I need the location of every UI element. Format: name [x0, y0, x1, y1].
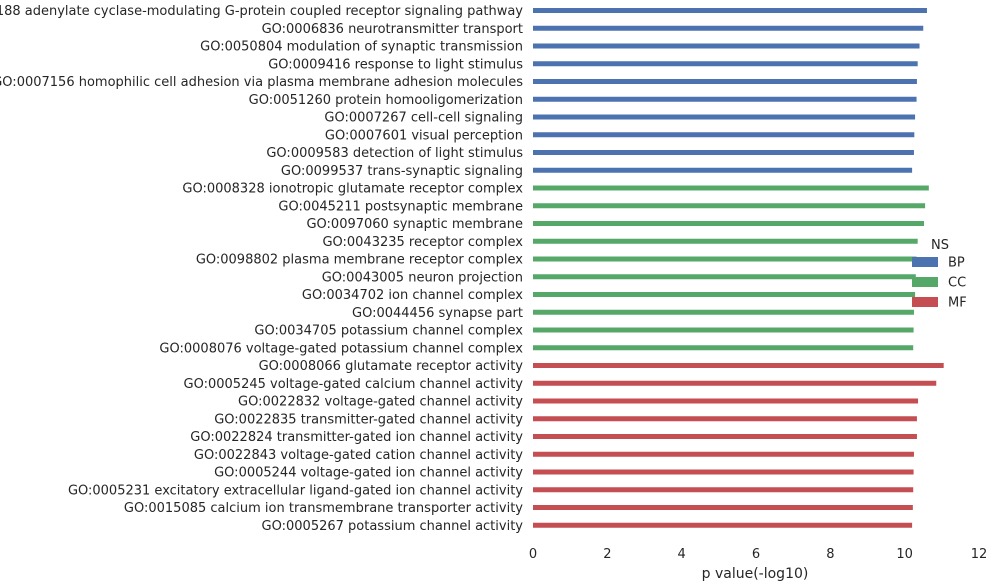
- bar-cc: [533, 292, 916, 297]
- category-label: GO:0007156 homophilic cell adhesion via …: [0, 75, 523, 90]
- category-label: GO:0007601 visual perception: [325, 128, 523, 143]
- category-label: GO:0099537 trans-synaptic signaling: [281, 164, 523, 179]
- bar-bp: [533, 132, 915, 138]
- bar-bp: [533, 43, 920, 49]
- bar-cc: [533, 274, 916, 280]
- category-label: GO:0051260 protein homooligomerization: [249, 93, 523, 108]
- bar-cc: [533, 327, 914, 333]
- bar-mf: [533, 469, 914, 475]
- category-label: GO:0007188 adenylate cyclase-modulating …: [0, 4, 523, 19]
- bar-bp: [533, 150, 914, 155]
- category-label: GO:0005267 potassium channel activity: [262, 519, 524, 534]
- category-label: GO:0098802 plasma membrane receptor comp…: [196, 253, 523, 268]
- legend-swatch-bp: [912, 257, 938, 267]
- x-axis-ticks: 0 2 4 6 8 10 12: [529, 547, 987, 562]
- category-label: GO:0034702 ion channel complex: [302, 288, 523, 303]
- legend-title: NS: [931, 238, 949, 253]
- x-tick-label: 2: [603, 547, 611, 562]
- x-tick-label: 6: [752, 547, 760, 562]
- category-label: GO:0043235 receptor complex: [322, 235, 523, 250]
- bar-mf: [533, 505, 913, 510]
- legend-swatch-cc: [912, 277, 938, 287]
- bar-mf: [533, 363, 944, 368]
- bar-cc: [533, 256, 917, 262]
- bar-bp: [533, 25, 924, 31]
- bar-mf: [533, 451, 914, 457]
- bar-bp: [533, 8, 927, 13]
- category-label: GO:0043005 neuron projection: [322, 270, 523, 285]
- category-label: GO:0005244 voltage-gated ion channel act…: [214, 466, 523, 481]
- category-label: GO:0009416 response to light stimulus: [268, 57, 523, 72]
- bar-cc: [533, 238, 918, 244]
- bar-mf: [533, 434, 917, 439]
- category-label: GO:0022832 voltage-gated channel activit…: [238, 395, 523, 410]
- category-label: GO:0045211 postsynaptic membrane: [278, 199, 523, 214]
- bar-bp: [533, 79, 917, 84]
- bar-cc: [533, 345, 914, 351]
- bar-mf: [533, 487, 914, 493]
- bar-mf: [533, 380, 937, 386]
- x-tick-label: 8: [826, 547, 834, 562]
- category-label: GO:0008066 glutamate receptor activity: [259, 359, 524, 374]
- bar-bp: [533, 167, 913, 173]
- category-label: GO:0015085 calcium ion transmembrane tra…: [124, 501, 523, 516]
- category-label: GO:0044456 synapse part: [352, 306, 523, 321]
- bar-cc: [533, 221, 924, 226]
- bar-group: [533, 8, 944, 528]
- category-label: GO:0022843 voltage-gated cation channel …: [194, 448, 523, 463]
- x-axis-title: p value(-log10): [702, 566, 809, 582]
- x-tick-label: 10: [896, 547, 913, 562]
- category-label: GO:0005231 excitatory extracellular liga…: [68, 483, 523, 498]
- bar-mf: [533, 398, 919, 404]
- legend-swatch-mf: [912, 297, 938, 307]
- bar-cc: [533, 203, 926, 209]
- category-label: GO:0005245 voltage-gated calcium channel…: [184, 377, 524, 392]
- category-label: GO:0006836 neurotransmitter transport: [262, 22, 523, 37]
- legend-label-cc: CC: [948, 276, 966, 291]
- category-labels: GO:0007188 adenylate cyclase-modulating …: [0, 4, 523, 534]
- bar-bp: [533, 114, 916, 120]
- category-label: GO:0022835 transmitter-gated channel act…: [214, 412, 523, 427]
- category-label: GO:0009583 detection of light stimulus: [266, 146, 523, 161]
- bar-cc: [533, 309, 914, 315]
- bar-bp: [533, 61, 918, 67]
- x-tick-label: 0: [529, 547, 537, 562]
- bar-mf: [533, 416, 917, 422]
- legend-label-bp: BP: [948, 256, 965, 271]
- bar-cc: [533, 185, 929, 191]
- x-tick-label: 12: [971, 547, 988, 562]
- category-label: GO:0008076 voltage-gated potassium chann…: [159, 341, 523, 356]
- category-label: GO:0008328 ionotropic glutamate receptor…: [182, 182, 523, 197]
- category-label: GO:0050804 modulation of synaptic transm…: [200, 40, 523, 55]
- category-label: GO:0097060 synaptic membrane: [306, 217, 523, 232]
- legend-label-mf: MF: [948, 296, 967, 311]
- bar-bp: [533, 96, 917, 102]
- category-label: GO:0034705 potassium channel complex: [254, 324, 523, 339]
- category-label: GO:0007267 cell-cell signaling: [324, 111, 523, 126]
- category-label: GO:0022824 transmitter-gated ion channel…: [190, 430, 523, 445]
- x-tick-label: 4: [678, 547, 686, 562]
- legend: NS BP CC MF: [912, 238, 967, 311]
- bar-mf: [533, 522, 913, 528]
